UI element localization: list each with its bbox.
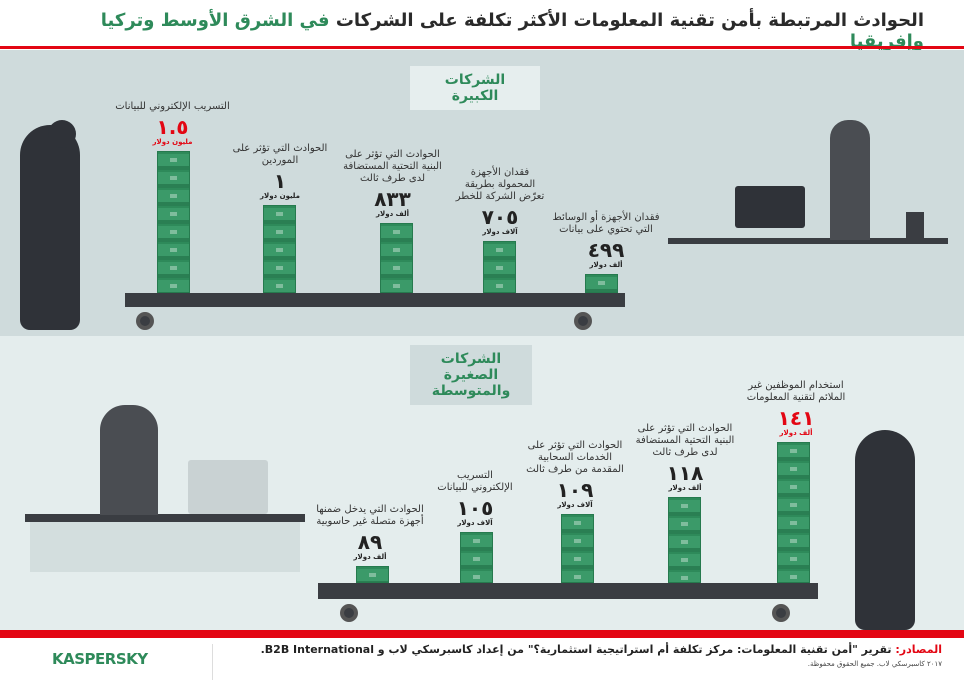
cost-item: الحوادث التي يدخل ضمنها أجهزة متصلة غير …	[315, 504, 425, 562]
money-stack-bar	[380, 223, 413, 293]
large-companies-heading: الشركات الكبيرة	[410, 66, 540, 110]
cost-item: الحوادث التي تؤثر على الموردين ١ مليون د…	[232, 143, 328, 201]
item-value: ٧٠٥	[481, 205, 519, 229]
desk	[25, 514, 305, 522]
cost-item: التسريب الإلكتروني للبيانات ١.٥ مليون دو…	[115, 101, 230, 147]
item-value: ١٠٩	[556, 478, 594, 502]
cost-item: الحوادث التي تؤثر على البنية التحتية الم…	[340, 149, 445, 219]
money-stack-bar	[777, 442, 810, 583]
cart-deck	[125, 293, 625, 307]
item-value: ١	[273, 169, 287, 193]
item-label: التسريب الإلكتروني للبيانات	[115, 101, 230, 112]
laptop-icon	[188, 460, 268, 514]
wheel-icon	[136, 312, 154, 330]
monitor-icon	[735, 186, 805, 228]
item-label: الحوادث التي تؤثر على البنية التحتية الم…	[635, 423, 735, 458]
item-unit: آلاف دولار	[557, 501, 593, 509]
office-worker-figure	[830, 120, 870, 240]
title-part1: الحوادث المرتبطة بأمن تقنية المعلومات ال…	[329, 10, 924, 31]
kaspersky-logo: KASPERSKY	[52, 650, 148, 668]
cost-item: فقدان الأجهزة أو الوسائط التي تحتوي على …	[552, 212, 660, 270]
item-label: التسريب الإلكتروني للبيانات	[437, 470, 513, 493]
divider	[0, 46, 964, 49]
money-stack-bar	[483, 241, 516, 293]
item-label: الحوادث التي تؤثر على الموردين	[232, 143, 328, 166]
money-stack-bar	[356, 566, 389, 583]
wheel-icon	[340, 604, 358, 622]
item-unit: ألف دولار	[376, 210, 409, 218]
cost-item: الحوادث التي تؤثر على الخدمات السحابية ا…	[525, 440, 625, 510]
confused-worker-figure	[100, 405, 158, 515]
wheel-icon	[772, 604, 790, 622]
plant-pot-icon	[906, 212, 924, 238]
desk	[668, 238, 948, 244]
item-unit: آلاف دولار	[482, 228, 518, 236]
money-stack-bar	[585, 274, 618, 293]
wheel-icon	[574, 312, 592, 330]
money-stack-bar	[561, 514, 594, 583]
item-unit: ألف دولار	[779, 429, 813, 437]
item-label: الحوادث التي تؤثر على البنية التحتية الم…	[343, 149, 442, 184]
cost-item: استخدام الموظفين غير الملائم لتقنية المع…	[742, 380, 850, 438]
item-value: ١.٥	[156, 115, 189, 139]
money-stack-bar	[668, 497, 701, 583]
smb-heading: الشركات الصغيرة والمتوسطة	[410, 345, 532, 405]
money-stack-bar	[263, 205, 296, 293]
footer-text: المصادر: تقرير "أمن تقنية المعلومات: مرك…	[225, 643, 942, 669]
money-stack-bar	[460, 532, 493, 583]
item-value: ١١٨	[666, 461, 704, 485]
cart-deck	[318, 583, 818, 599]
source-body: تقرير "أمن تقنية المعلومات: مركز تكلفة أ…	[260, 643, 896, 656]
item-value: ١٠٥	[456, 496, 494, 520]
item-value: ٨٣٣	[374, 187, 411, 211]
item-unit: ألف دولار	[589, 261, 623, 269]
item-label: فقدان الأجهزة المحمولة بطريقة تعرّض الشر…	[455, 167, 545, 202]
source-text: المصادر: تقرير "أمن تقنية المعلومات: مرك…	[261, 643, 942, 657]
item-unit: آلاف دولار	[457, 519, 493, 527]
cost-item: فقدان الأجهزة المحمولة بطريقة تعرّض الشر…	[452, 167, 548, 237]
item-unit: مليون دولار	[259, 192, 301, 200]
item-label: استخدام الموظفين غير الملائم لتقنية المع…	[746, 380, 846, 403]
item-unit: مليون دولار	[152, 138, 193, 146]
thief-head	[48, 120, 76, 148]
desk-front	[30, 522, 300, 572]
thief-figure	[20, 125, 80, 330]
source-label: المصادر:	[895, 643, 942, 656]
item-label: فقدان الأجهزة أو الوسائط التي تحتوي على …	[552, 212, 660, 235]
thief-figure	[855, 430, 915, 630]
item-unit: ألف دولار	[668, 484, 702, 492]
cost-item: التسريب الإلكتروني للبيانات ١٠٥ آلاف دول…	[435, 470, 515, 528]
item-label: الحوادث التي يدخل ضمنها أجهزة متصلة غير …	[316, 504, 424, 527]
item-value: ٤٩٩	[587, 238, 625, 262]
copyright: ٢٠١٧ كاسبرسكي لاب. جميع الحقوق محفوظة.	[807, 660, 942, 668]
money-stack-bar	[157, 151, 190, 293]
item-unit: ألف دولار	[353, 553, 387, 561]
divider	[212, 644, 213, 680]
item-value: ١٤١	[777, 406, 815, 430]
item-label: الحوادث التي تؤثر على الخدمات السحابية ا…	[526, 440, 624, 475]
footer-divider	[0, 630, 964, 638]
item-value: ٨٩	[357, 530, 383, 554]
cost-item: الحوادث التي تؤثر على البنية التحتية الم…	[635, 423, 735, 493]
